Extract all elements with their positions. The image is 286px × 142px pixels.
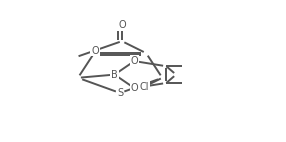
- Text: B: B: [111, 70, 118, 80]
- Text: O: O: [91, 45, 99, 56]
- Text: O: O: [130, 56, 138, 66]
- Text: S: S: [117, 88, 123, 98]
- Text: O: O: [130, 83, 138, 93]
- Text: Cl: Cl: [139, 82, 149, 92]
- Text: O: O: [118, 20, 126, 30]
